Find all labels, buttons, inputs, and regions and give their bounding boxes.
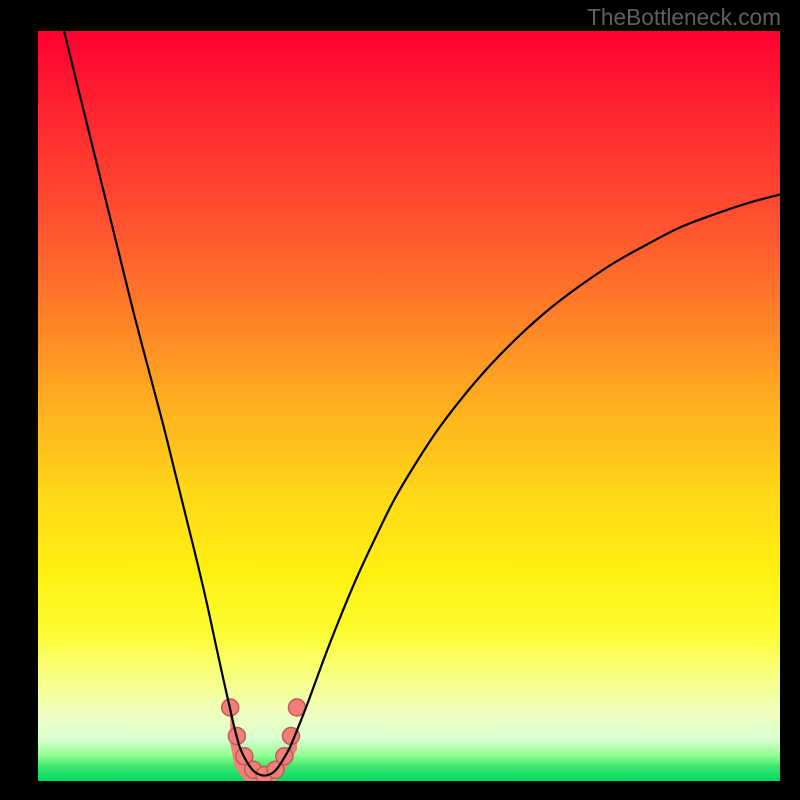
watermark-text: TheBottleneck.com — [587, 4, 781, 31]
bottleneck-curve — [64, 31, 780, 776]
chart-container: TheBottleneck.com — [0, 0, 800, 800]
curve-layer — [38, 31, 780, 781]
plot-area — [38, 31, 780, 781]
